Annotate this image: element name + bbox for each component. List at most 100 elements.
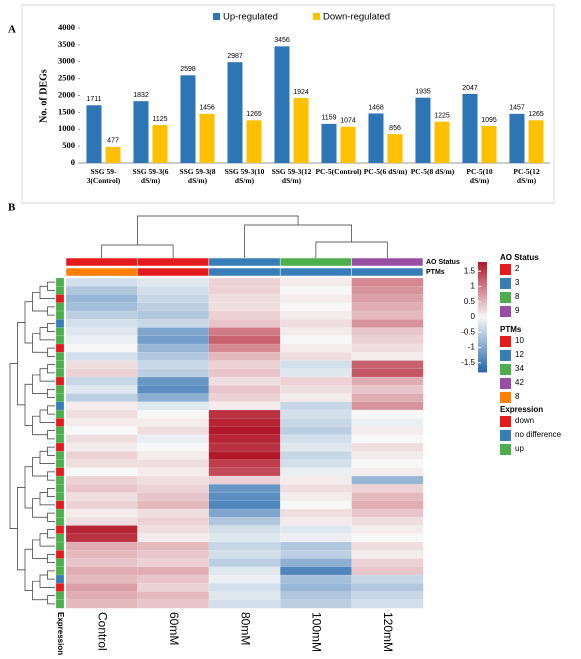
heatmap-cell <box>208 525 281 535</box>
dendrogram <box>47 306 55 316</box>
bar <box>86 105 102 163</box>
heatmap-cell <box>137 385 210 394</box>
heatmap-cell <box>137 310 210 320</box>
heatmap-cell <box>137 352 210 361</box>
ao-status-cell <box>137 257 210 267</box>
ao-status-cell <box>65 257 138 267</box>
x-tick-label: PC-5(6 dS/m) <box>363 167 408 176</box>
colorbar-segment <box>478 269 487 272</box>
dendrogram <box>137 215 299 245</box>
heatmap-cell <box>208 319 281 328</box>
heatmap-cell <box>208 591 281 601</box>
heatmap-cell <box>65 467 138 477</box>
expression-cell <box>55 467 65 477</box>
heatmap-cell <box>137 459 210 469</box>
expression-cell <box>55 368 65 378</box>
heatmap-cell <box>65 327 138 337</box>
expression-cell <box>55 376 65 386</box>
expression-cell <box>55 286 65 295</box>
heatmap-cell <box>65 500 138 510</box>
heatmap-cell <box>137 525 210 535</box>
colorbar-tick-label: 1.5 <box>464 266 476 275</box>
colorbar-segment <box>478 309 487 312</box>
heatmap-cell <box>351 335 424 345</box>
value-label: 856 <box>389 125 401 132</box>
heatmap-cell <box>65 508 138 518</box>
colorbar-segment <box>478 335 487 338</box>
colorbar-segment <box>478 362 487 366</box>
heatmap-cell <box>208 294 281 304</box>
column-label: 80mM <box>238 612 252 645</box>
expression-cell <box>55 558 65 568</box>
heatmap-cell <box>280 286 352 295</box>
bar <box>415 97 431 163</box>
colorbar-segment <box>478 273 487 276</box>
heatmap-cell <box>208 541 281 551</box>
expression-cell <box>55 442 65 452</box>
ptms-cell <box>65 267 138 277</box>
x-tick-label-box: PC-5(12 dS/m) <box>513 167 539 185</box>
colorbar-segment <box>478 344 487 347</box>
ptms-cell <box>279 267 352 277</box>
heatmap-cell <box>208 368 281 378</box>
x-tick-label: SSG 59-3(6 dS/m) <box>132 167 169 185</box>
legend-label: 10 <box>515 336 524 345</box>
expression-cell <box>55 418 65 427</box>
x-tick-label: PC-5(8 dS/m) <box>410 167 455 176</box>
heatmap-cell <box>137 418 210 427</box>
heatmap-cell <box>351 302 424 312</box>
heatmap-cell <box>65 434 138 444</box>
legend-label: 8 <box>515 292 520 301</box>
colorbar-segment <box>478 300 487 303</box>
value-label: 2987 <box>227 53 243 60</box>
colorbar-segment <box>478 282 487 285</box>
heatmap-cell <box>137 500 210 510</box>
column-label: 100mM <box>310 612 324 652</box>
heatmap-cell <box>351 525 424 535</box>
heatmap-cell <box>351 434 424 444</box>
heatmap-cell <box>137 360 210 370</box>
legend-label: no difference <box>515 430 562 439</box>
heatmap-cell <box>351 541 424 551</box>
colorbar-tick-label: 0 <box>471 312 476 321</box>
colorbar-segment <box>478 348 487 351</box>
heatmap-cell <box>280 558 352 568</box>
value-label: 1095 <box>481 117 497 124</box>
x-tick-label: SSG 59-3(10 dS/m) <box>224 167 265 185</box>
ao-status-cell <box>279 257 352 267</box>
ptms-label: PTMs <box>426 269 445 276</box>
expression-cell <box>55 352 65 361</box>
expression-cell <box>55 335 65 345</box>
heatmap-cell <box>65 368 138 378</box>
bar <box>387 134 403 163</box>
expression-cell <box>55 566 65 576</box>
heatmap-cell <box>280 566 352 576</box>
legend-swatch <box>500 416 511 427</box>
x-tick-label: PC-5(10 dS/m) <box>466 167 493 185</box>
colorbar-segment <box>478 293 487 296</box>
heatmap-cell <box>351 484 424 493</box>
heatmap-cell <box>280 409 352 419</box>
colorbar-segment <box>478 291 487 294</box>
heatmap-cell <box>351 360 424 370</box>
heatmap-cell <box>208 566 281 576</box>
legend-swatch <box>213 13 220 20</box>
heatmap-cell <box>65 310 138 320</box>
heatmap-cell <box>208 451 281 460</box>
expression-cell <box>55 401 65 411</box>
column-label: Control <box>96 612 110 651</box>
legend-swatch <box>500 444 511 455</box>
heatmap-cell <box>137 327 210 337</box>
dendrogram <box>47 347 55 357</box>
colorbar-segment <box>478 342 487 345</box>
legend-label: 2 <box>515 264 520 273</box>
heatmap-cell <box>137 286 210 295</box>
row-annotation-label: Expression <box>56 612 65 655</box>
heatmap-cell <box>351 418 424 427</box>
heatmap-cell <box>137 343 210 353</box>
heatmap-cell <box>208 550 281 559</box>
bar <box>293 98 309 163</box>
heatmap-cell <box>351 500 424 510</box>
legend-label: 12 <box>515 350 524 359</box>
bar <box>434 121 450 163</box>
